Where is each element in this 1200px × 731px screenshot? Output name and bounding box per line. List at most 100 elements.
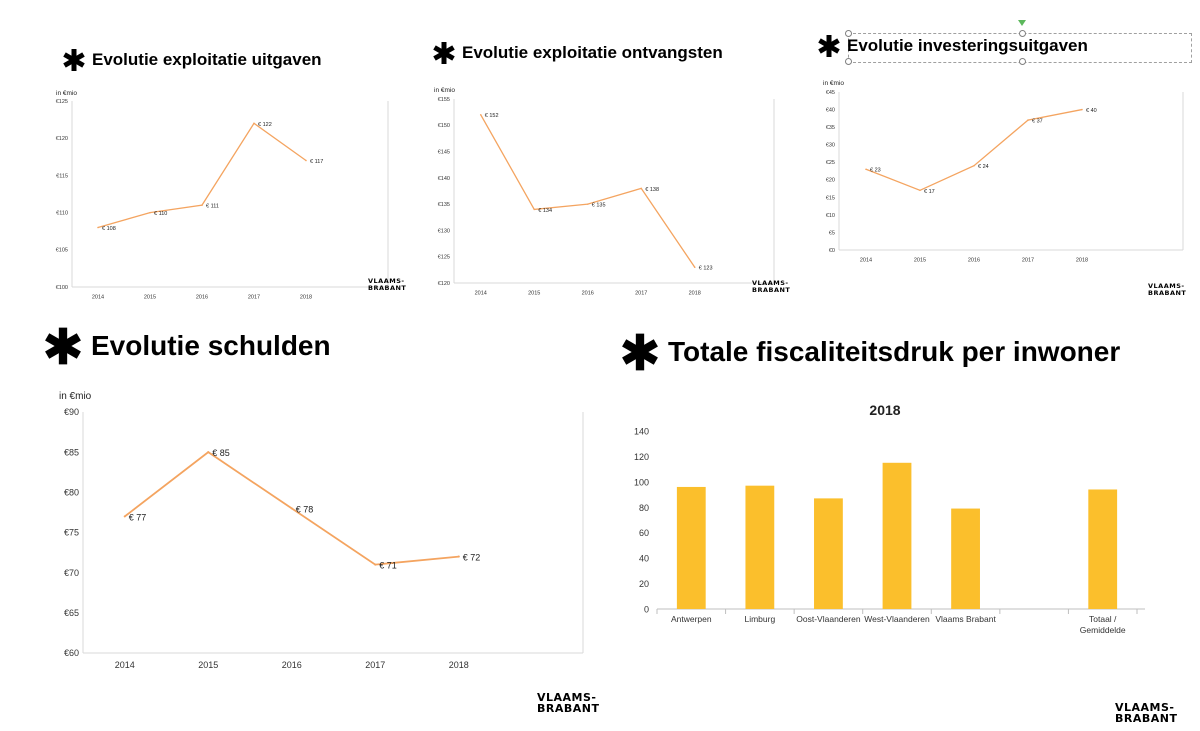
- chart-title: Evolutie investeringsuitgaven: [847, 36, 1088, 55]
- x-tick-label: 2016: [196, 295, 208, 301]
- y-tick-label: €80: [64, 487, 79, 497]
- rotate-handle-icon[interactable]: [1018, 20, 1026, 28]
- logo-line-2: BRABANT: [368, 283, 407, 292]
- data-point: [290, 507, 293, 510]
- data-point: [123, 515, 126, 518]
- data-label: € 24: [978, 164, 989, 170]
- y-tick-label: 20: [639, 579, 649, 589]
- x-tick-label: 2017: [1022, 258, 1034, 264]
- resize-handle[interactable]: [845, 58, 852, 65]
- data-label: € 71: [379, 561, 397, 571]
- y-tick-label: €45: [826, 90, 835, 96]
- x-tick-label: Totaal /: [1089, 614, 1117, 624]
- data-point: [640, 187, 643, 190]
- data-label: € 77: [129, 512, 147, 522]
- vlaams-brabant-logo: VLAAMS- BRABANT: [752, 280, 790, 293]
- chart-title-row: Totale fiscaliteitsdruk per inwoner: [620, 332, 1120, 372]
- logo-line-2: BRABANT: [1148, 288, 1187, 297]
- x-tick-label: 2018: [1076, 258, 1088, 264]
- y-tick-label: €150: [438, 123, 450, 129]
- chart-panel-exploitatie-ontvangsten: Evolutie exploitatie ontvangsten in €mio…: [420, 35, 790, 300]
- x-tick-label: 2018: [449, 660, 469, 670]
- y-tick-label: 80: [639, 503, 649, 513]
- data-point: [973, 164, 975, 167]
- resize-handle[interactable]: [1019, 30, 1026, 37]
- series-line: [865, 108, 1083, 192]
- y-tick-label: €10: [826, 213, 835, 219]
- y-unit-label: in €mio: [434, 87, 455, 94]
- data-point: [1081, 108, 1083, 111]
- asterisk-icon: [45, 327, 81, 365]
- y-tick-label: €35: [826, 125, 835, 131]
- data-point: [586, 203, 589, 205]
- y-tick-label: €130: [438, 228, 450, 234]
- data-point: [1027, 119, 1029, 121]
- chart-panel-schulden: Evolutie schulden in €mio €60 €65 €70 €75 €80…: [35, 320, 605, 725]
- y-tick-label: €15: [826, 195, 835, 201]
- vlaams-brabant-logo: VLAAMS- BRABANT: [1115, 702, 1177, 724]
- data-label: € 110: [154, 211, 167, 217]
- vlaams-brabant-logo: VLAAMS- BRABANT: [368, 278, 406, 291]
- y-tick-label: €155: [438, 97, 450, 103]
- data-label: € 122: [258, 122, 272, 128]
- data-label: € 17: [924, 189, 935, 195]
- asterisk-icon: [63, 49, 85, 71]
- y-tick-label: 120: [634, 452, 649, 462]
- data-point: [374, 563, 377, 566]
- chart-title: Evolutie schulden: [91, 330, 331, 361]
- x-tick-label: 2014: [115, 660, 135, 670]
- y-tick-label: €135: [438, 202, 450, 208]
- bar: [882, 462, 912, 609]
- chart-subtitle: 2018: [869, 402, 900, 418]
- chart-title-row: Evolutie exploitatie uitgaven: [62, 48, 322, 72]
- y-tick-label: €85: [64, 447, 79, 457]
- data-point: [919, 189, 921, 192]
- chart-title-row: Evolutie schulden: [43, 326, 331, 366]
- resize-handle[interactable]: [845, 30, 852, 37]
- data-point: [201, 204, 203, 206]
- chart-title: Evolutie exploitatie uitgaven: [92, 50, 322, 69]
- data-point: [305, 159, 307, 162]
- logo-line-1: VLAAMS-: [1148, 282, 1185, 290]
- y-tick-label: €105: [56, 248, 68, 254]
- y-tick-label: €70: [64, 568, 79, 578]
- x-tick-label: Gemiddelde: [1080, 625, 1126, 635]
- y-unit-label: in €mio: [823, 80, 844, 87]
- y-tick-label: €125: [438, 255, 450, 261]
- y-tick-label: €140: [438, 176, 450, 182]
- data-label: € 117: [310, 159, 323, 165]
- x-tick-label: 2015: [144, 295, 156, 301]
- x-tick-label: 2015: [198, 660, 218, 670]
- logo-line-1: VLAAMS-: [368, 277, 405, 285]
- bar-chart-fiscaliteitsdruk: 2018 0 20 40 60 80 100 120 140 Antwerpen Limburg Oo…: [634, 402, 1145, 635]
- data-point: [97, 226, 99, 229]
- y-tick-label: €0: [829, 248, 835, 254]
- x-tick-label: Antwerpen: [671, 614, 712, 624]
- x-tick-label: 2018: [689, 291, 701, 297]
- y-tick-label: €30: [826, 143, 835, 149]
- chart-title: Evolutie exploitatie ontvangsten: [462, 43, 723, 62]
- y-tick-label: €5: [829, 230, 835, 236]
- bar: [745, 485, 775, 609]
- x-tick-label: 2014: [475, 291, 487, 297]
- y-tick-label: €100: [56, 285, 68, 291]
- y-tick-label: €90: [64, 407, 79, 417]
- chart-panel-investeringsuitgaven: Evolutie investeringsuitgaven in €mio €0 €…: [805, 20, 1195, 305]
- y-unit-label: in €mio: [59, 391, 92, 402]
- resize-handle[interactable]: [1019, 58, 1026, 65]
- data-point: [693, 266, 696, 269]
- chart-title: Totale fiscaliteitsdruk per inwoner: [668, 336, 1121, 367]
- y-tick-label: €20: [826, 178, 835, 184]
- data-label: € 138: [645, 187, 659, 193]
- data-point: [533, 208, 536, 211]
- data-label: € 108: [102, 226, 116, 232]
- y-tick-label: €120: [56, 136, 68, 142]
- x-tick-label: 2014: [860, 258, 872, 264]
- data-label: € 72: [463, 553, 481, 563]
- x-tick-label: West-Vlaanderen: [864, 614, 930, 624]
- y-tick-label: 100: [634, 477, 649, 487]
- y-tick-label: 40: [639, 554, 649, 564]
- data-point: [149, 211, 151, 214]
- chart-panel-exploitatie-uitgaven: Evolutie exploitatie uitgaven in €mio €10…: [50, 40, 410, 301]
- x-tick-label: 2015: [914, 258, 926, 264]
